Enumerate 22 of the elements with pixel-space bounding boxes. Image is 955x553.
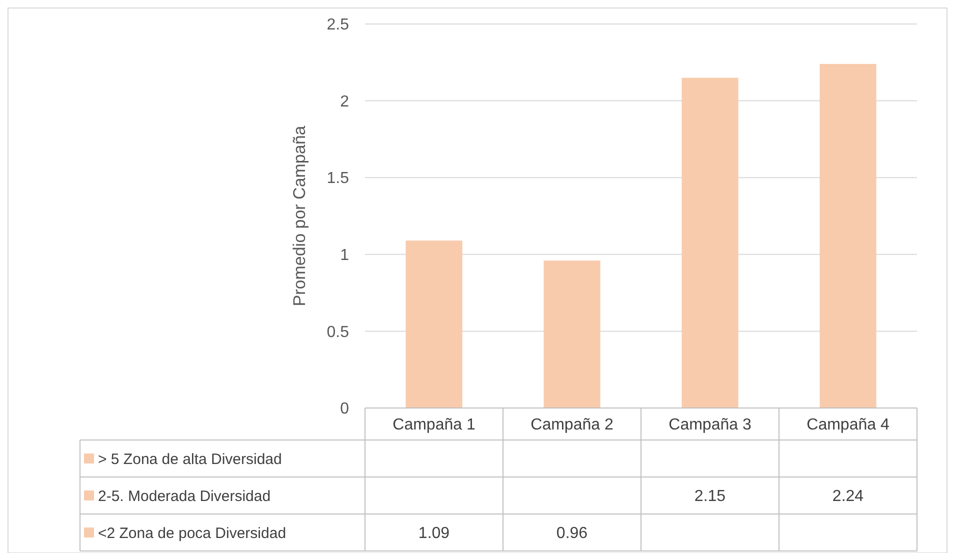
y-tick-label: 2 <box>340 93 350 110</box>
data-label: 2.24 <box>832 488 864 506</box>
x-tick-label: Campaña 4 <box>806 416 890 434</box>
x-tick-label: Campaña 1 <box>392 416 476 434</box>
bar <box>406 240 462 408</box>
y-tick-label: 1 <box>340 247 350 264</box>
data-label: 2.15 <box>694 488 726 506</box>
bar <box>682 78 738 408</box>
data-label: 1.09 <box>418 525 450 542</box>
legend-label: 2-5. Moderada Diversidad <box>98 488 271 505</box>
data-label: 0.96 <box>556 525 588 542</box>
y-axis-title: Promedio por Campaña <box>290 125 309 306</box>
x-tick-label: Campaña 2 <box>530 416 614 434</box>
bar <box>544 260 600 408</box>
legend-label: <2 Zona de poca Diversidad <box>98 524 286 542</box>
y-tick-label: 0.5 <box>326 324 350 341</box>
bar <box>820 64 876 408</box>
legend-label: > 5 Zona de alta Diversidad <box>98 450 282 468</box>
y-tick-label: 1.5 <box>326 170 350 188</box>
y-tick-label: 0 <box>340 400 350 418</box>
x-tick-label: Campaña 3 <box>668 416 752 434</box>
y-tick-label: 2.5 <box>326 16 350 34</box>
